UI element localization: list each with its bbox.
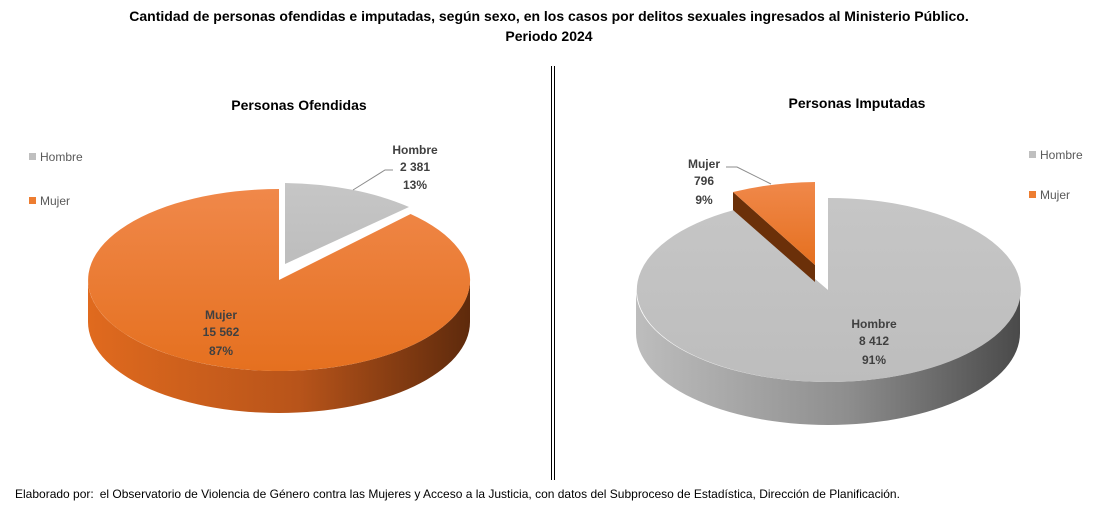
pie-imputadas-hombre-slice: [636, 197, 1021, 382]
slice-percent: 9%: [695, 193, 713, 207]
slice-value: 8 412: [859, 334, 889, 348]
slice-label: Mujer: [205, 308, 237, 322]
pie-ofendidas-hombre-label: Hombre 2 381 13%: [392, 143, 438, 192]
pie-chart-imputadas: Personas Imputadas Mujer 796 9% Hombre 8…: [636, 95, 1083, 425]
pie-imputadas-mujer-slice: [733, 182, 815, 265]
legend-label-mujer: Mujer: [1040, 188, 1070, 202]
pie-chart-ofendidas: Personas Ofendidas Hombre 2 381 13% Muje…: [29, 97, 471, 413]
legend-ofendidas: Hombre Mujer: [29, 150, 83, 208]
legend-label-mujer: Mujer: [40, 194, 70, 208]
slice-value: 796: [694, 174, 714, 188]
title-line-1: Cantidad de personas ofendidas e imputad…: [129, 8, 969, 24]
title-line-2: Periodo 2024: [505, 28, 593, 44]
chart-title: Cantidad de personas ofendidas e imputad…: [0, 6, 1098, 46]
panel-divider: [551, 66, 555, 480]
legend-label-hombre: Hombre: [40, 150, 83, 164]
pie-imputadas-slices: [636, 182, 1021, 425]
pie-ofendidas-mujer-slice: [88, 189, 471, 372]
pie-ofendidas-mujer-side: [88, 280, 470, 413]
pie-imputadas-hombre-side: [636, 290, 1020, 425]
pie-ofendidas-slices: [88, 183, 471, 413]
footer-text: el Observatorio de Violencia de Género c…: [99, 487, 900, 501]
legend-imputadas: Hombre Mujer: [1029, 148, 1083, 202]
pie-title-imputadas: Personas Imputadas: [789, 95, 926, 111]
slice-label: Hombre: [392, 143, 438, 157]
pie-imputadas-mujer-cut: [733, 192, 815, 282]
pie-ofendidas-mujer-label: Mujer 15 562 87%: [203, 308, 240, 358]
legend-swatch-mujer: [29, 197, 36, 204]
slice-percent: 91%: [862, 353, 886, 367]
slice-value: 15 562: [203, 325, 240, 339]
pie-imputadas-mujer-label: Mujer 796 9%: [688, 157, 720, 207]
legend-swatch-mujer: [1029, 191, 1036, 198]
slice-value: 2 381: [400, 160, 430, 174]
legend-swatch-hombre: [1029, 151, 1036, 158]
pie-imputadas-mujer-leader: [726, 166, 772, 185]
slice-label: Hombre: [851, 317, 897, 331]
pie-imputadas-hombre-label: Hombre 8 412 91%: [851, 317, 897, 367]
legend-label-hombre: Hombre: [1040, 148, 1083, 162]
slice-percent: 13%: [403, 178, 427, 192]
pie-ofendidas-hombre-leader: [352, 169, 393, 191]
slice-label: Mujer: [688, 157, 720, 171]
slice-percent: 87%: [209, 344, 233, 358]
footer-credit: Elaborado por: el Observatorio de Violenc…: [15, 487, 900, 501]
footer-prefix: Elaborado por:: [15, 487, 94, 501]
pie-title-ofendidas: Personas Ofendidas: [231, 97, 367, 113]
pie-ofendidas-hombre-slice: [285, 183, 409, 264]
legend-swatch-hombre: [29, 153, 36, 160]
